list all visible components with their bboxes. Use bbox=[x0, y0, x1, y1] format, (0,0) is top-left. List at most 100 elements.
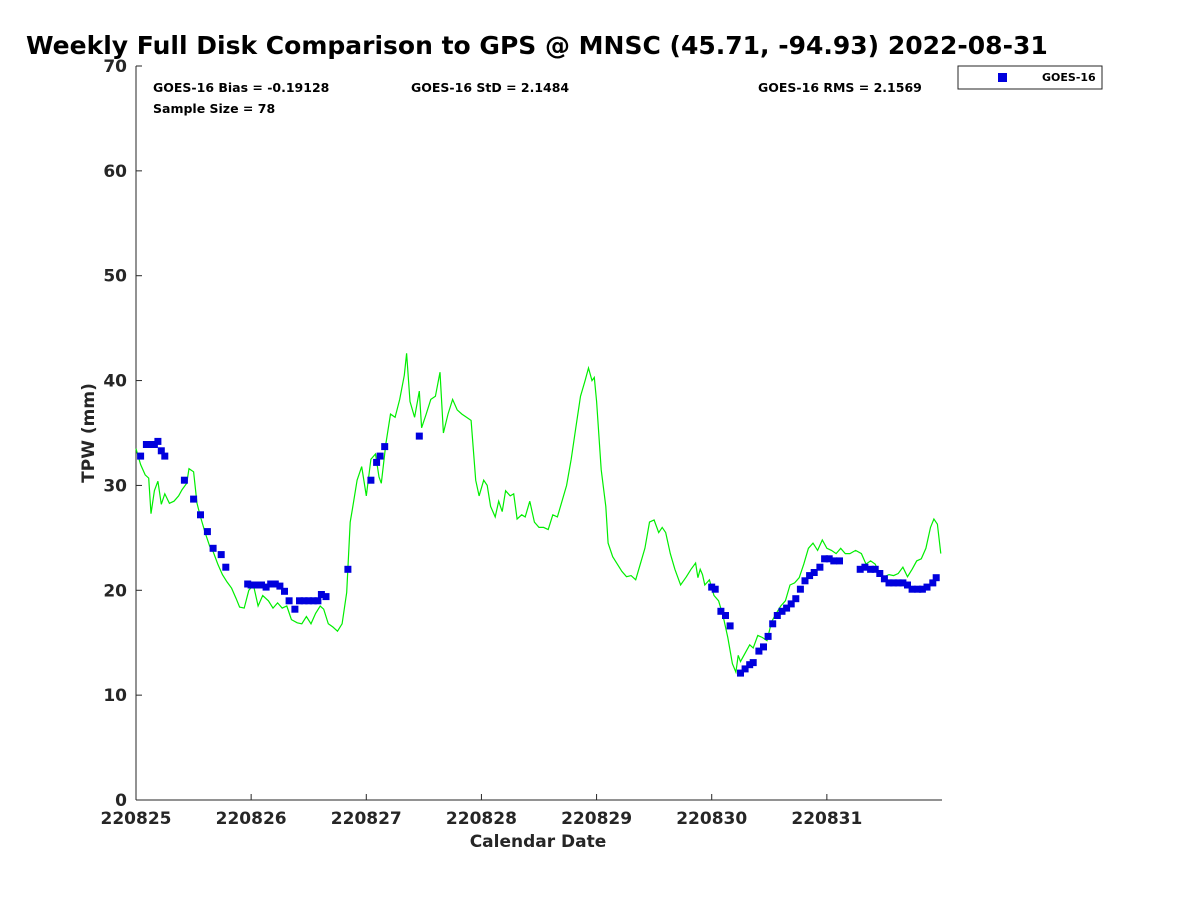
y-tick-label: 50 bbox=[103, 267, 127, 287]
goes-16-data-point bbox=[764, 632, 772, 640]
goes-16-data-point bbox=[309, 597, 317, 605]
x-tick-label: 220826 bbox=[216, 809, 287, 829]
goes-16-data-point bbox=[894, 579, 902, 587]
goes-16-data-point bbox=[217, 551, 225, 559]
gps-tpw-line bbox=[135, 353, 942, 675]
statistics-block: GOES-16 Bias = -0.19128 GOES-16 StD = 2.… bbox=[153, 80, 922, 116]
x-tick-label: 220830 bbox=[676, 809, 747, 829]
goes-16-data-point bbox=[276, 582, 284, 590]
goes-16-data-point bbox=[197, 511, 204, 519]
goes-16-data-point bbox=[816, 563, 824, 571]
goes-16-data-point bbox=[154, 437, 162, 445]
goes-16-data-point bbox=[806, 572, 814, 580]
y-tick-label: 60 bbox=[103, 162, 127, 182]
goes-16-data-point bbox=[317, 591, 325, 598]
y-tick-label: 40 bbox=[103, 372, 127, 392]
goes-16-series bbox=[137, 432, 940, 677]
legend: GOES-16 bbox=[957, 65, 1103, 90]
y-tick-label: 70 bbox=[103, 57, 127, 77]
goes-16-data-point bbox=[344, 565, 352, 573]
goes-16-data-point bbox=[285, 597, 293, 605]
goes-16-data-point bbox=[918, 585, 926, 593]
goes-16-data-point bbox=[137, 452, 145, 460]
goes-16-data-point bbox=[861, 563, 869, 571]
goes-16-data-point bbox=[856, 565, 864, 573]
goes-16-data-point bbox=[749, 659, 757, 667]
goes-16-data-point bbox=[769, 620, 777, 628]
goes-16-data-point bbox=[914, 585, 922, 593]
goes-16-data-point bbox=[296, 597, 303, 605]
goes-16-data-point bbox=[157, 447, 165, 455]
x-tick-label: 220825 bbox=[101, 809, 172, 829]
goes-16-data-point bbox=[908, 585, 916, 593]
goes-16-data-point bbox=[932, 574, 940, 582]
goes-16-data-point bbox=[209, 544, 217, 552]
goes-16-data-point bbox=[161, 452, 169, 460]
legend-label-goes-16: GOES-16 bbox=[1042, 71, 1096, 84]
goes-16-data-point bbox=[885, 579, 893, 587]
y-tick-label: 10 bbox=[103, 686, 127, 706]
stat-sample-size: Sample Size = 78 bbox=[153, 101, 275, 116]
plot-area bbox=[135, 66, 942, 801]
goes-16-data-point bbox=[203, 528, 211, 536]
goes-16-data-point bbox=[821, 555, 829, 563]
stat-std: GOES-16 StD = 2.1484 bbox=[411, 80, 569, 95]
goes-16-data-point bbox=[322, 593, 330, 601]
legend-marker bbox=[998, 73, 1007, 82]
goes-16-data-point bbox=[291, 605, 299, 613]
x-axis-label: Calendar Date bbox=[470, 832, 607, 852]
goes-16-data-point bbox=[876, 570, 884, 577]
goes-16-data-point bbox=[801, 577, 809, 585]
goes-16-data-point bbox=[373, 458, 381, 466]
goes-16-data-point bbox=[929, 579, 937, 587]
y-tick-label: 0 bbox=[115, 791, 127, 811]
x-axis: 220825 220826 220827 220828 220829 220830 2208… bbox=[101, 794, 862, 829]
goes-16-data-point bbox=[741, 665, 749, 673]
goes-16-data-point bbox=[142, 441, 150, 448]
goes-16-data-point bbox=[880, 575, 888, 583]
legend-box bbox=[957, 65, 1103, 90]
goes-16-data-point bbox=[722, 612, 729, 619]
chart-title: Weekly Full Disk Comparison to GPS @ MNS… bbox=[26, 31, 1048, 60]
goes-16-data-point bbox=[262, 583, 270, 591]
x-tick-label: 220829 bbox=[561, 809, 632, 829]
goes-16-data-point bbox=[314, 597, 322, 605]
x-tick-label: 220828 bbox=[446, 809, 517, 829]
goes-16-data-point bbox=[810, 569, 818, 576]
goes-16-data-point bbox=[271, 580, 279, 588]
goes-16-data-point bbox=[904, 581, 911, 589]
y-axis-label: TPW (mm) bbox=[79, 383, 99, 483]
goes-16-data-point bbox=[787, 600, 795, 608]
goes-16-data-point bbox=[190, 495, 198, 503]
goes-16-data-point bbox=[305, 597, 313, 605]
goes-16-data-point bbox=[711, 585, 719, 593]
goes-16-data-point bbox=[760, 643, 767, 651]
goes-16-data-point bbox=[836, 557, 843, 565]
goes-16-data-point bbox=[252, 581, 260, 589]
y-axis: 0 10 20 30 40 50 60 70 bbox=[103, 57, 142, 811]
goes-16-data-point bbox=[381, 443, 389, 451]
goes-16-data-point bbox=[267, 580, 275, 588]
x-tick-label: 220831 bbox=[791, 809, 862, 829]
goes-16-data-point bbox=[871, 565, 879, 573]
goes-16-data-point bbox=[755, 647, 763, 655]
goes-16-data-point bbox=[899, 579, 907, 587]
goes-16-data-point bbox=[717, 607, 725, 615]
gps-series bbox=[135, 353, 942, 675]
goes-16-data-point bbox=[737, 669, 744, 677]
goes-16-data-point bbox=[247, 581, 255, 589]
goes-16-data-point bbox=[792, 595, 800, 603]
goes-16-data-point bbox=[825, 555, 833, 563]
goes-16-data-point bbox=[726, 622, 734, 630]
goes-16-data-point bbox=[923, 583, 931, 591]
goes-16-data-point bbox=[778, 607, 786, 615]
y-tick-label: 20 bbox=[103, 581, 127, 601]
x-tick-label: 220827 bbox=[331, 809, 402, 829]
goes-16-data-point bbox=[281, 587, 288, 595]
goes-16-data-point bbox=[867, 565, 875, 573]
goes-16-data-point bbox=[783, 604, 791, 612]
goes-16-data-point bbox=[367, 476, 375, 484]
goes-16-data-point bbox=[890, 579, 898, 587]
stat-rms: GOES-16 RMS = 2.1569 bbox=[758, 80, 922, 95]
